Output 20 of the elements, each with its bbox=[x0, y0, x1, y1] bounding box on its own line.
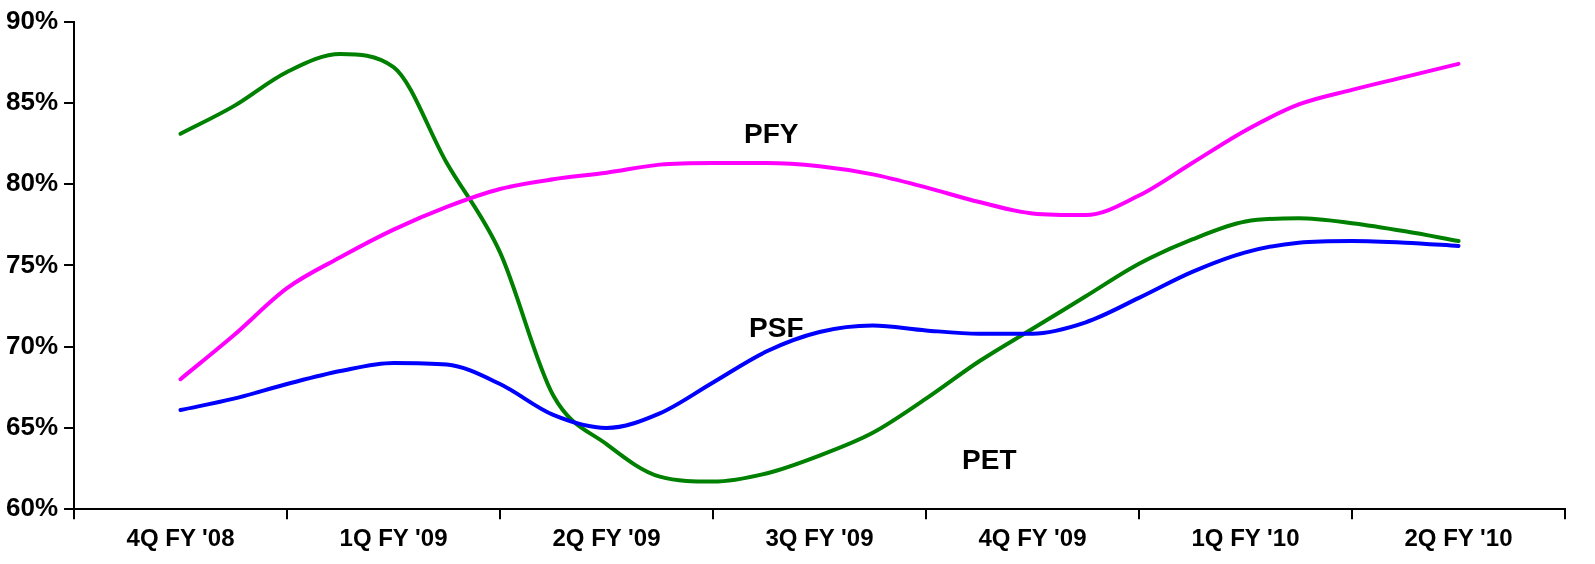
x-tick-label: 1Q FY '09 bbox=[339, 524, 448, 552]
x-tick-label: 2Q FY '10 bbox=[1404, 524, 1513, 552]
y-tick-label: 90% bbox=[5, 4, 59, 35]
x-tick-label: 4Q FY '08 bbox=[126, 524, 235, 552]
y-tick-label: 60% bbox=[5, 492, 59, 523]
x-tick-label: 4Q FY '09 bbox=[978, 524, 1087, 552]
y-tick-label: 85% bbox=[5, 86, 59, 117]
x-tick-label: 3Q FY '09 bbox=[765, 524, 874, 552]
y-tick-label: 75% bbox=[5, 248, 59, 279]
text: PET bbox=[962, 444, 1017, 476]
y-tick-label: 80% bbox=[5, 167, 59, 198]
series-label: PSF bbox=[749, 312, 804, 344]
series-label: PFY bbox=[744, 117, 799, 149]
x-tick-label: 2Q FY '09 bbox=[552, 524, 661, 552]
y-tick-label: 70% bbox=[5, 329, 59, 360]
x-tick-label: 1Q FY '10 bbox=[1191, 524, 1300, 552]
line-series bbox=[178, 52, 1461, 484]
y-tick-label: 65% bbox=[5, 411, 59, 442]
line-series bbox=[178, 239, 1461, 430]
line-series bbox=[178, 61, 1461, 382]
